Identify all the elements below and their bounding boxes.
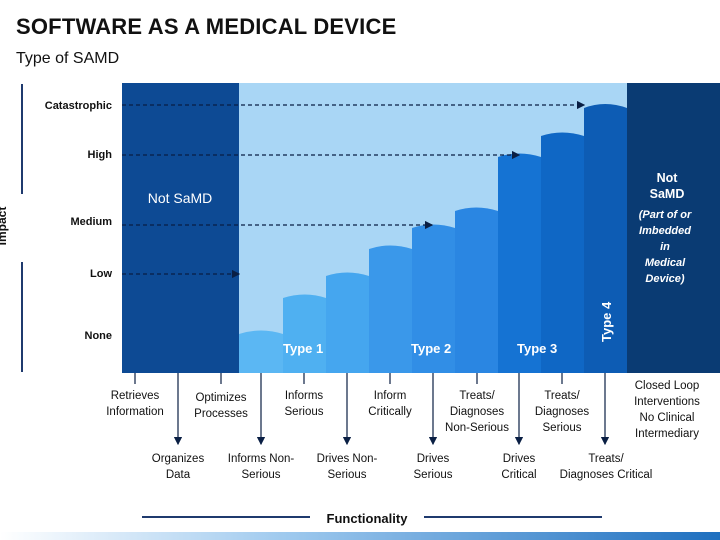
impact-level-none: None (84, 330, 113, 342)
type-3-label: Type 3 (517, 341, 557, 356)
fn-line: Serious (542, 422, 582, 434)
y-axis-line-bottom (21, 262, 23, 372)
type-2-label: Type 2 (411, 341, 451, 356)
fn-line: Information (106, 406, 164, 418)
function-treats-critical: Treats/ Diagnoses Critical (550, 451, 662, 483)
x-axis-line-right (424, 516, 602, 518)
fn-line: Diagnoses (449, 406, 505, 418)
function-treats-serious: Treats/ Diagnoses Serious (522, 388, 602, 436)
fn-line: Data (165, 469, 191, 481)
fn-line: Serious (327, 469, 367, 481)
function-organizes-data: Organizes Data (138, 451, 218, 483)
fn-line: Optimizes (195, 392, 247, 404)
type-1-label: Type 1 (283, 341, 323, 356)
function-drives-non-serious: Drives Non- Serious (302, 451, 392, 483)
not-samd-right-panel (627, 83, 720, 373)
not-samd-note-3: in (660, 241, 670, 253)
impact-level-low: Low (90, 268, 112, 280)
impact-level-high: High (87, 149, 112, 161)
fn-line: Serious (284, 406, 324, 418)
function-informs-serious: Informs Serious (264, 388, 344, 420)
not-samd-note-2: Imbedded (639, 225, 691, 237)
step-2 (283, 294, 326, 373)
step-6 (455, 207, 498, 373)
fn-line: Inform (373, 390, 407, 402)
fn-line: Treats/ (544, 390, 580, 402)
x-axis-label: Functionality (326, 511, 408, 526)
not-samd-right-title-1: Not (657, 171, 679, 185)
not-samd-right-title-2: SaMD (650, 187, 685, 201)
not-samd-left-panel (122, 83, 239, 373)
not-samd-note-4: Medical (645, 257, 686, 269)
step-5 (412, 224, 455, 373)
function-inform-critically: Inform Critically (350, 388, 430, 420)
fn-line: Treats/ (588, 453, 624, 465)
y-axis-line-top (21, 84, 23, 194)
function-optimizes-processes: Optimizes Processes (181, 390, 261, 422)
impact-level-medium: Medium (70, 216, 112, 228)
fn-line: Informs (284, 390, 324, 402)
x-axis-line-left (142, 516, 310, 518)
step-4 (369, 245, 412, 373)
fn-line: Informs Non- (227, 453, 295, 465)
fn-line: Interventions (634, 396, 700, 408)
fn-line: Retrieves (110, 390, 160, 402)
function-drives-critical: Drives Critical (479, 451, 559, 483)
step-1 (239, 330, 283, 373)
page-subtitle: Type of SAMD (16, 50, 120, 67)
fn-line: Processes (194, 408, 248, 420)
fn-line: Critical (501, 469, 537, 481)
fn-line: Serious (241, 469, 281, 481)
fn-line: Drives (416, 453, 450, 465)
function-drives-serious: Drives Serious (393, 451, 473, 483)
fn-line: No Clinical (639, 412, 695, 424)
fn-line: Non-Serious (445, 422, 509, 434)
footer-gradient-bar (0, 532, 720, 540)
fn-line: Closed Loop (634, 380, 700, 392)
impact-level-catastrophic: Catastrophic (44, 100, 112, 112)
step-8 (541, 132, 584, 373)
step-7 (498, 153, 541, 373)
fn-line: Serious (413, 469, 453, 481)
not-samd-note-1: (Part of or (639, 209, 692, 221)
function-treats-non-serious: Treats/ Diagnoses Non-Serious (437, 388, 517, 436)
step-9 (584, 104, 627, 373)
function-retrieves-information: Retrieves Information (95, 388, 175, 420)
function-closed-loop: Closed Loop Interventions No Clinical In… (622, 378, 712, 442)
fn-line: Intermediary (635, 428, 699, 440)
fn-line: Critically (368, 406, 412, 418)
fn-line: Diagnoses (534, 406, 590, 418)
fn-line: Organizes (151, 453, 205, 465)
fn-line: Diagnoses Critical (559, 469, 653, 481)
fn-line: Drives Non- (316, 453, 378, 465)
type-4-label: Type 4 (599, 301, 614, 342)
fn-line: Drives (502, 453, 536, 465)
page-title: SOFTWARE AS A MEDICAL DEVICE (16, 14, 397, 39)
step-3 (326, 272, 369, 373)
not-samd-note-5: Device) (645, 273, 684, 285)
function-informs-non-serious: Informs Non- Serious (216, 451, 306, 483)
fn-line: Treats/ (459, 390, 495, 402)
not-samd-left-label: Not SaMD (148, 190, 213, 206)
